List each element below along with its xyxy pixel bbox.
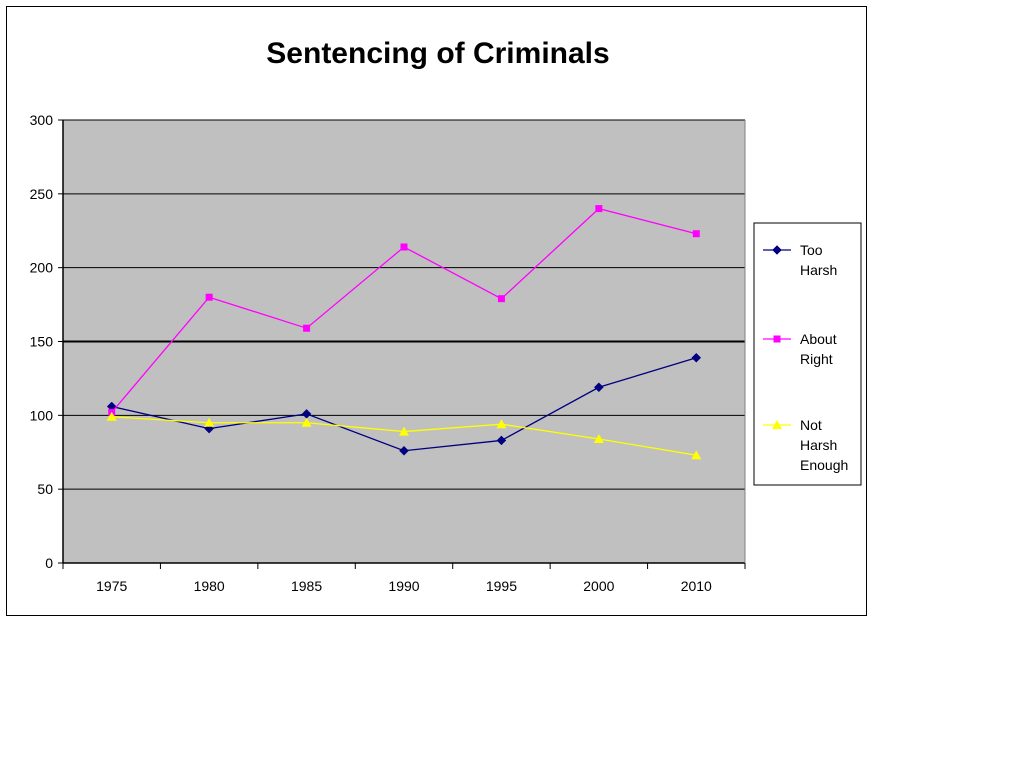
- x-tick-label: 1990: [388, 578, 419, 594]
- y-tick-label: 250: [30, 186, 54, 202]
- chart-frame: Sentencing of Criminals 0 50 100 150 200 250 3…: [6, 6, 867, 616]
- legend-swatch-marker: [772, 420, 782, 429]
- data-point: [496, 435, 507, 446]
- x-tick-label: 1975: [96, 578, 127, 594]
- y-tick-label: 300: [30, 112, 54, 128]
- legend: Too Harsh About Right Not Harsh Enough: [753, 222, 862, 486]
- y-tick-label: 200: [30, 260, 54, 276]
- x-tick-label: 1980: [194, 578, 225, 594]
- x-tick-label: 1995: [486, 578, 517, 594]
- data-point: [400, 243, 408, 251]
- data-point: [595, 205, 603, 213]
- y-tick-label: 0: [45, 555, 53, 571]
- x-tick-label: 1985: [291, 578, 322, 594]
- legend-box: [753, 222, 862, 486]
- legend-label: Right: [800, 351, 833, 367]
- data-point: [205, 293, 213, 301]
- legend-entry: About Right: [763, 331, 837, 367]
- data-point: [301, 417, 312, 427]
- chart-svg: Sentencing of Criminals 0 50 100 150 200 250 3…: [30, 37, 862, 594]
- data-point: [593, 433, 604, 443]
- data-point: [594, 382, 604, 393]
- legend-label: Harsh: [800, 262, 837, 278]
- legend-entry: Not Harsh Enough: [763, 417, 848, 473]
- data-point: [399, 445, 409, 456]
- legend-label: Enough: [800, 457, 848, 473]
- y-tick-label: 50: [37, 481, 53, 497]
- grid-layer: [63, 119, 745, 490]
- legend-label: About: [800, 331, 837, 347]
- data-point: [496, 419, 507, 429]
- x-tick-label: 2010: [681, 578, 712, 594]
- data-point: [204, 417, 215, 427]
- data-point: [691, 352, 702, 363]
- data-point: [106, 411, 117, 421]
- data-point: [691, 450, 702, 460]
- series-0: [106, 352, 702, 456]
- legend-swatch-marker: [773, 335, 781, 343]
- chart-title: Sentencing of Criminals: [266, 37, 609, 70]
- legend-label: Too: [800, 242, 823, 258]
- y-tick-label: 150: [30, 334, 54, 350]
- legend-label: Harsh: [800, 437, 837, 453]
- series-2: [106, 411, 702, 460]
- data-point: [497, 295, 505, 303]
- legend-swatch-marker: [772, 245, 782, 255]
- x-tick-label: 2000: [583, 578, 614, 594]
- axis-layer: 0 50 100 150 200 250 300 1975 1980 1985 1990 1995 20…: [30, 112, 746, 594]
- legend-entry: Too Harsh: [763, 242, 837, 278]
- data-point: [303, 324, 311, 332]
- series-layer: [106, 205, 702, 460]
- legend-label: Not: [800, 417, 822, 433]
- data-point: [692, 230, 700, 238]
- y-tick-label: 100: [30, 407, 54, 423]
- data-point: [399, 426, 409, 436]
